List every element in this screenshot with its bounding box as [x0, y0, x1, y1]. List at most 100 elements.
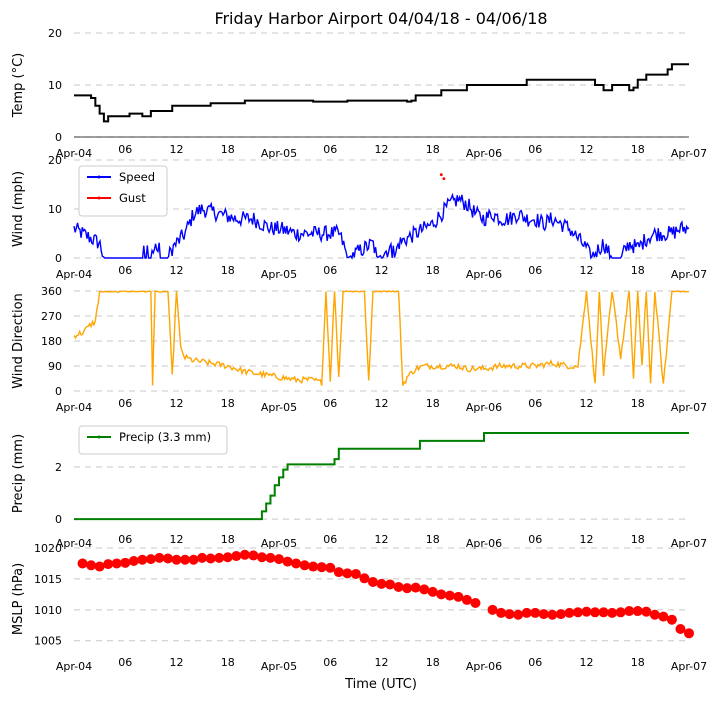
x-tick-label: Apr-07	[671, 268, 707, 281]
x-tick-label: 12	[170, 656, 184, 669]
mslp-point	[248, 550, 259, 561]
mslp-point	[564, 607, 575, 618]
mslp-point	[256, 552, 267, 563]
mslp-point	[675, 623, 686, 634]
x-tick-label: Apr-06	[466, 147, 502, 160]
mslp-point	[632, 606, 643, 617]
x-tick-label: Apr-07	[671, 147, 707, 160]
mslp-point	[120, 557, 131, 568]
mslp-point	[615, 607, 626, 618]
gust-point	[442, 177, 446, 181]
mslp-point	[393, 581, 404, 592]
x-tick-label: Apr-05	[261, 537, 297, 550]
mslp-point	[325, 562, 336, 573]
mslp-point	[410, 582, 421, 593]
legend-label: Precip (3.3 mm)	[119, 430, 211, 444]
x-tick-label: Apr-04	[56, 268, 92, 281]
y-axis-label: Wind Direction	[11, 293, 26, 389]
y-tick-label: 90	[48, 360, 62, 373]
y-axis-label: MSLP (hPa)	[11, 563, 26, 635]
mslp-point	[555, 609, 566, 620]
y-tick-label: 10	[48, 203, 62, 216]
mslp-point	[376, 578, 387, 589]
x-tick-label: Apr-06	[466, 401, 502, 414]
x-tick-label: Apr-04	[56, 147, 92, 160]
x-tick-label: Apr-04	[56, 401, 92, 414]
mslp-point	[436, 589, 447, 600]
series-line-wind-direction	[73, 290, 690, 386]
mslp-point	[154, 552, 165, 563]
mslp-point	[162, 553, 173, 564]
mslp-point	[350, 568, 361, 579]
mslp-point	[188, 554, 199, 565]
mslp-point	[222, 552, 233, 563]
mslp-point	[214, 552, 225, 563]
mslp-point	[359, 573, 370, 584]
mslp-point	[239, 549, 250, 560]
x-tick-label: Apr-05	[261, 147, 297, 160]
x-tick-label: 12	[580, 533, 594, 546]
mslp-point	[444, 590, 455, 601]
mslp-point	[538, 609, 549, 620]
x-tick-label: 18	[221, 656, 235, 669]
x-tick-label: 18	[426, 533, 440, 546]
y-tick-label: 20	[48, 27, 62, 40]
x-tick-label: 18	[221, 397, 235, 410]
mslp-point	[402, 583, 413, 594]
x-tick-label: 18	[631, 143, 645, 156]
mslp-point	[86, 560, 97, 571]
mslp-point	[282, 556, 293, 567]
x-tick-label: 06	[528, 656, 542, 669]
x-tick-label: 12	[170, 533, 184, 546]
y-axis-label: Wind (mph)	[11, 171, 26, 247]
x-tick-label: 18	[631, 533, 645, 546]
y-tick-label: 1015	[34, 573, 62, 586]
mslp-point	[316, 562, 327, 573]
x-tick-label: 06	[118, 533, 132, 546]
legend-marker	[97, 196, 101, 200]
mslp-point	[684, 628, 694, 639]
mslp-point	[265, 552, 276, 563]
y-axis-label: Precip (mm)	[11, 434, 26, 513]
x-tick-label: 12	[375, 533, 389, 546]
x-tick-label: 12	[580, 656, 594, 669]
y-tick-label: 180	[41, 335, 62, 348]
y-tick-label: 0	[55, 252, 62, 265]
mslp-point	[496, 607, 507, 618]
x-tick-label: 12	[580, 143, 594, 156]
x-tick-label: 18	[631, 264, 645, 277]
legend-precip: Precip (3.3 mm)	[78, 425, 228, 455]
x-tick-label: Apr-06	[466, 537, 502, 550]
x-tick-label: 12	[170, 264, 184, 277]
legend-box	[78, 165, 168, 217]
y-tick-label: 1005	[34, 635, 62, 648]
mslp-point	[487, 604, 498, 615]
wind-direction-panel: 0 90 180 270 360 Wind Direction Apr-04 06 12 18 Ap…	[11, 285, 707, 414]
series-line-precip	[74, 432, 689, 521]
y-tick-label: 0	[55, 513, 62, 526]
y-tick-label: 10	[48, 79, 62, 92]
x-tick-label: 06	[118, 397, 132, 410]
x-tick-label: Apr-07	[671, 660, 707, 673]
mslp-point	[145, 554, 156, 565]
x-tick-label: 06	[323, 397, 337, 410]
x-tick-label: 18	[221, 143, 235, 156]
mslp-point	[367, 577, 378, 587]
mslp-point	[419, 584, 430, 595]
series-line-temp	[74, 63, 689, 123]
x-tick-label: 06	[323, 656, 337, 669]
y-tick-label: 20	[48, 154, 62, 167]
x-tick-label: Apr-04	[56, 537, 92, 550]
mslp-point	[77, 558, 88, 569]
mslp-point	[470, 598, 481, 609]
x-tick-label: 18	[631, 656, 645, 669]
y-tick-label: 0	[55, 131, 62, 144]
legend-wind: Speed Gust	[78, 165, 168, 217]
legend-marker	[97, 175, 101, 179]
mslp-point	[649, 609, 660, 620]
mslp-point	[128, 555, 139, 566]
mslp-point	[231, 551, 242, 562]
mslp-point	[572, 607, 583, 618]
x-tick-label: 12	[580, 264, 594, 277]
